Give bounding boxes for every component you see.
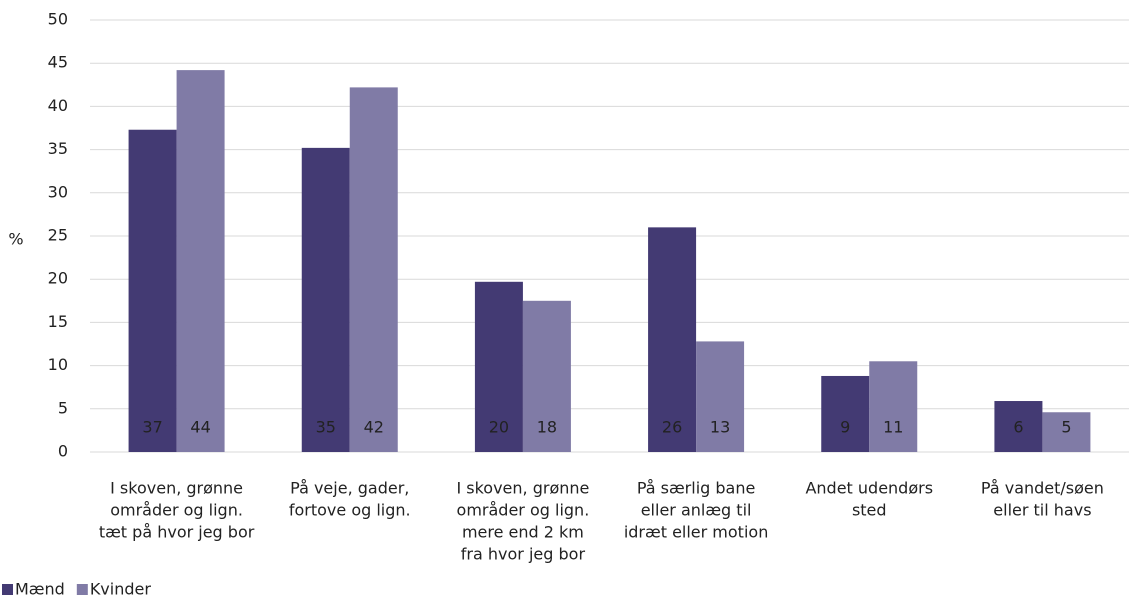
data-label: 44 <box>190 418 210 437</box>
y-tick-label: 0 <box>58 442 68 461</box>
data-label: 20 <box>489 418 509 437</box>
x-tick-label: I skoven, grønne <box>456 479 589 498</box>
x-tick-label: områder og lign. <box>110 501 243 520</box>
y-tick-label: 20 <box>48 269 68 288</box>
bar <box>349 87 398 452</box>
y-tick-label: 5 <box>58 398 68 417</box>
bar <box>128 129 177 452</box>
x-tick-label: sted <box>852 501 887 520</box>
x-tick-label: eller anlæg til <box>641 501 752 520</box>
x-tick-label: På vandet/søen <box>981 479 1104 498</box>
data-label: 5 <box>1061 418 1071 437</box>
y-tick-label: 15 <box>48 312 68 331</box>
data-label: 26 <box>662 418 682 437</box>
data-label: 42 <box>364 418 384 437</box>
x-tick-label: På veje, gader, <box>290 479 409 498</box>
data-label: 35 <box>316 418 336 437</box>
x-tick-label: mere end 2 km <box>462 523 584 542</box>
legend-label: Mænd <box>15 580 65 599</box>
bar <box>821 375 870 452</box>
x-tick-label: I skoven, grønne <box>110 479 243 498</box>
bar <box>648 227 697 452</box>
bar <box>696 341 745 452</box>
data-label: 18 <box>537 418 557 437</box>
x-tick-label: fortove og lign. <box>289 501 411 520</box>
y-tick-label: 25 <box>48 226 68 245</box>
x-tick-label: eller til havs <box>993 501 1091 520</box>
legend-swatch <box>76 584 88 595</box>
y-tick-label: 50 <box>48 10 68 29</box>
y-tick-label: 10 <box>48 355 68 374</box>
y-axis-label: % <box>8 230 23 249</box>
bar <box>869 361 918 452</box>
data-label: 13 <box>710 418 730 437</box>
data-label: 11 <box>883 418 903 437</box>
x-tick-label: Andet udendørs <box>805 479 933 498</box>
x-tick-label: tæt på hvor jeg bor <box>99 523 255 542</box>
x-tick-label: På særlig bane <box>637 479 756 498</box>
y-tick-label: 45 <box>48 53 68 72</box>
y-tick-label: 40 <box>48 96 68 115</box>
x-tick-label: fra hvor jeg bor <box>461 545 586 564</box>
legend-label: Kvinder <box>90 580 152 599</box>
data-label: 6 <box>1013 418 1023 437</box>
bar <box>522 300 571 452</box>
bar <box>474 281 523 452</box>
legend-swatch <box>2 584 13 595</box>
y-tick-label: 35 <box>48 139 68 158</box>
bar <box>994 401 1043 452</box>
data-label: 37 <box>142 418 162 437</box>
bar <box>301 147 350 452</box>
x-tick-label: idræt eller motion <box>624 523 769 542</box>
bar <box>1042 412 1091 452</box>
data-label: 9 <box>840 418 850 437</box>
bar <box>176 70 225 452</box>
y-tick-label: 30 <box>48 182 68 201</box>
x-tick-label: områder og lign. <box>457 501 590 520</box>
